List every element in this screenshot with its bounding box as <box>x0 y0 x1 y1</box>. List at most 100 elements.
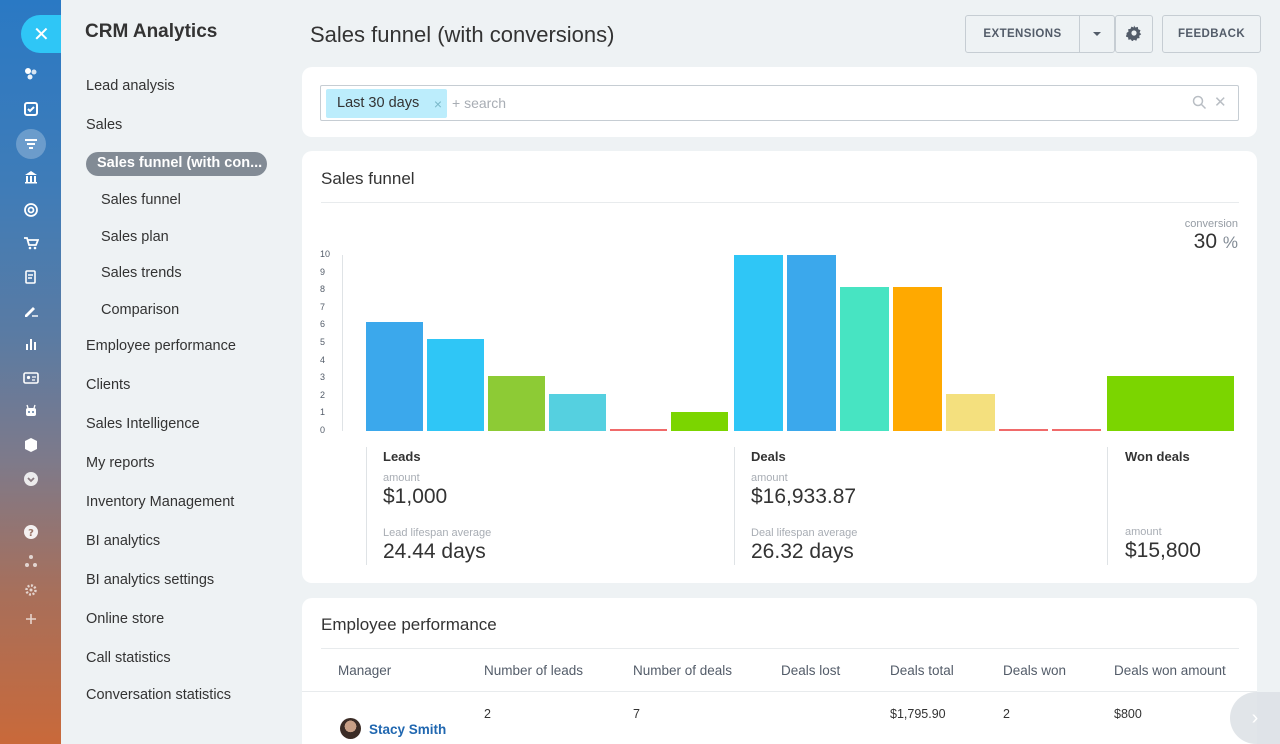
col-deals-won[interactable]: Deals won <box>1003 663 1067 678</box>
manager-name-link[interactable]: Stacy Smith <box>369 722 447 737</box>
extensions-dropdown-button[interactable] <box>1079 15 1115 53</box>
col-deals-won-amount[interactable]: Deals won amount <box>1114 663 1226 678</box>
conversion-value: 30 % <box>1140 230 1238 254</box>
menu-item-sales[interactable]: Sales <box>86 117 123 133</box>
settings-button[interactable] <box>1115 15 1153 53</box>
won-divider <box>1107 447 1108 565</box>
help-icon[interactable]: ? <box>21 522 41 542</box>
col-manager[interactable]: Manager <box>338 663 392 678</box>
target-icon[interactable] <box>21 200 41 220</box>
y-tick-label: 7 <box>320 301 326 312</box>
cell-leads: 2 <box>484 707 491 721</box>
y-tick-label: 5 <box>320 337 326 347</box>
box-icon[interactable] <box>21 435 41 455</box>
extensions-button[interactable]: EXTENSIONS <box>965 15 1080 53</box>
structure-icon[interactable] <box>21 551 41 571</box>
leads-amount-label: amount <box>383 472 420 484</box>
employee-performance-title: Employee performance <box>321 615 497 634</box>
close-icon[interactable]: ✕ <box>21 15 61 53</box>
avatar <box>340 718 361 739</box>
menu-item-lead-analysis[interactable]: Lead analysis <box>86 78 175 94</box>
leads-lifespan: 24.44 days <box>383 540 486 563</box>
tasks-icon[interactable] <box>21 99 41 119</box>
y-tick-label: 4 <box>320 354 326 365</box>
menu-subitem-sales-plan[interactable]: Sales plan <box>101 229 169 245</box>
settings-gear-icon[interactable] <box>21 580 41 600</box>
funnel-bar[interactable] <box>549 394 606 431</box>
clear-icon[interactable]: ✕ <box>1214 94 1227 111</box>
funnel-bar[interactable] <box>1107 376 1234 431</box>
feedback-button[interactable]: FEEDBACK <box>1162 15 1261 53</box>
menu-item-sales-intelligence[interactable]: Sales Intelligence <box>86 416 200 432</box>
funnel-bar[interactable] <box>893 286 942 431</box>
table-header-divider <box>302 691 1257 692</box>
leads-amount: $1,000 <box>383 485 448 508</box>
invoice-icon[interactable] <box>21 267 41 287</box>
sales-funnel-title: Sales funnel <box>321 169 415 188</box>
filter-chip[interactable]: Last 30 days × <box>326 89 447 118</box>
add-icon[interactable] <box>21 609 41 629</box>
menu-item-online-store[interactable]: Online store <box>86 611 165 627</box>
chevron-right-icon: › <box>1251 706 1259 729</box>
deals-amount: $16,933.87 <box>751 485 857 508</box>
funnel-bar[interactable] <box>366 321 423 431</box>
menu-subitem-sales-trends[interactable]: Sales trends <box>101 265 182 281</box>
bank-icon[interactable] <box>21 167 41 187</box>
menu-item-employee-performance[interactable]: Employee performance <box>86 338 236 354</box>
menu-subitem-sales-funnel-conversions[interactable]: Sales funnel (with con... <box>86 152 267 176</box>
menu-title: CRM Analytics <box>85 21 218 42</box>
menu-item-call-statistics[interactable]: Call statistics <box>86 650 171 666</box>
funnel-bar[interactable] <box>610 429 667 431</box>
funnel-bar[interactable] <box>840 286 889 431</box>
menu-item-my-reports[interactable]: My reports <box>86 455 155 471</box>
cell-total: $1,795.90 <box>890 707 946 721</box>
funnel-bar[interactable] <box>946 394 995 431</box>
gear-icon <box>1125 25 1142 44</box>
deals-lifespan-label: Deal lifespan average <box>751 527 858 539</box>
analytics-icon[interactable] <box>21 334 41 354</box>
divider <box>321 648 1239 649</box>
signature-icon[interactable] <box>21 300 41 320</box>
chip-remove-icon[interactable]: × <box>433 96 442 112</box>
col-deals-total[interactable]: Deals total <box>890 663 954 678</box>
menu-subitem-comparison[interactable]: Comparison <box>101 302 180 318</box>
y-tick-label: 6 <box>320 319 326 330</box>
chevron-down-icon <box>1092 28 1102 40</box>
scroll-right-button[interactable]: › <box>1230 692 1280 744</box>
funnel-bar[interactable] <box>671 411 728 431</box>
employee-performance-card <box>302 598 1257 744</box>
crm-icon[interactable] <box>21 64 41 84</box>
robot-icon[interactable] <box>21 401 41 421</box>
conversion-number: 30 <box>1193 230 1218 253</box>
funnel-bar[interactable] <box>488 376 545 431</box>
funnel-bar[interactable] <box>787 255 836 431</box>
funnel-bar[interactable] <box>1052 429 1101 431</box>
funnel-bar[interactable] <box>427 339 484 431</box>
col-number-of-deals[interactable]: Number of deals <box>633 663 733 678</box>
menu-item-inventory-management[interactable]: Inventory Management <box>86 494 235 510</box>
col-deals-lost[interactable]: Deals lost <box>781 663 841 678</box>
funnel-bar[interactable] <box>734 255 783 431</box>
won-amount-label: amount <box>1125 526 1162 538</box>
deals-divider <box>734 447 735 565</box>
y-tick-label: 0 <box>320 425 326 435</box>
menu-subitem-sales-funnel[interactable]: Sales funnel <box>101 192 181 208</box>
won-amount: $15,800 <box>1125 539 1201 562</box>
menu-item-conversation-statistics[interactable]: Conversation statistics <box>86 687 232 703</box>
y-tick-label: 9 <box>320 266 326 277</box>
col-number-of-leads[interactable]: Number of leads <box>484 663 584 678</box>
deals-lifespan: 26.32 days <box>751 540 854 563</box>
conversion-unit: % <box>1222 233 1238 252</box>
contact-card-icon[interactable] <box>21 368 41 388</box>
chevron-down-icon[interactable] <box>21 469 41 489</box>
filter-bar[interactable]: Last 30 days × + search ✕ <box>320 85 1239 121</box>
funnel-bar[interactable] <box>999 429 1048 431</box>
search-input[interactable]: + search <box>452 95 507 111</box>
menu-item-bi-analytics[interactable]: BI analytics <box>86 533 161 549</box>
leads-title: Leads <box>383 449 421 464</box>
search-icon[interactable] <box>1192 95 1207 115</box>
menu-item-bi-analytics-settings[interactable]: BI analytics settings <box>86 572 215 588</box>
cart-icon[interactable] <box>21 233 41 253</box>
menu-item-clients[interactable]: Clients <box>86 377 131 393</box>
funnel-icon[interactable] <box>21 134 41 154</box>
